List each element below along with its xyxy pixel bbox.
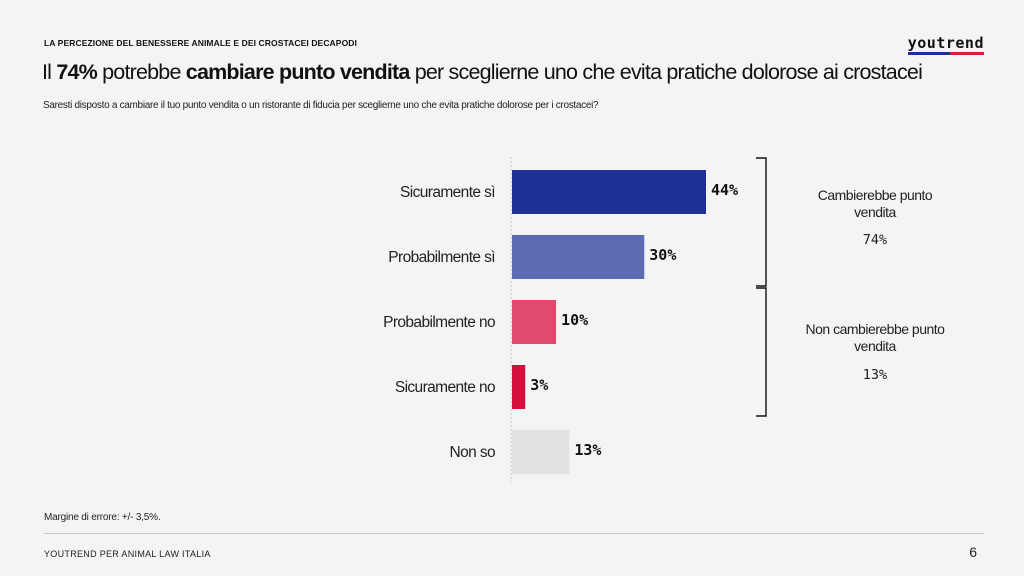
group-bracket-0 [756,157,767,287]
group-bracket-1 [756,287,767,417]
footer-divider [44,533,984,534]
category-label-2: Probabilmente no [383,314,495,331]
bar-2 [512,300,557,344]
category-label-4: Non so [449,444,495,461]
title-highlight-action: cambiare punto vendita [185,60,411,84]
bar-3 [512,365,526,409]
value-label-3: 3% [530,376,548,394]
title-highlight-percent: 74% [56,60,97,84]
bar-0 [512,170,706,214]
value-label-1: 30% [649,246,676,264]
value-label-0: 44% [711,181,738,199]
slide-subtitle: Saresti disposto a cambiare il tuo punto… [43,100,599,111]
slide-kicker: LA PERCEZIONE DEL BENESSERE ANIMALE E DE… [44,38,357,48]
value-label-2: 10% [561,311,588,329]
group-label-non-cambierebbe: Non cambierebbe punto vendita [805,321,945,354]
margin-of-error-note: Margine di errore: +/- 3,5%. [44,512,161,523]
category-label-0: Sicuramente sì [400,184,495,201]
slide-title: Il 74% potrebbe cambiare punto vendita p… [42,60,992,85]
category-label-1: Probabilmente sì [388,249,495,266]
group-value-cambierebbe: 74% [862,232,888,248]
title-part-3: potrebbe [96,60,186,84]
title-part-5: per sceglierne uno che evita pratiche do… [409,60,923,84]
title-part-1: Il [42,60,57,84]
value-label-4: 13% [574,441,601,459]
logo-underline [907,52,984,55]
youtrend-logo: youtrend [907,34,984,55]
page-number: 6 [969,544,977,560]
bar-1 [512,235,645,279]
bar-4 [512,430,570,474]
category-label-3: Sicuramente no [395,379,495,396]
group-value-non-cambierebbe: 13% [862,367,888,383]
logo-text: youtrend [907,34,984,52]
footer-source: YOUTREND PER ANIMAL LAW ITALIA [44,549,211,559]
group-label-cambierebbe: Cambierebbe punto vendita [817,187,933,220]
